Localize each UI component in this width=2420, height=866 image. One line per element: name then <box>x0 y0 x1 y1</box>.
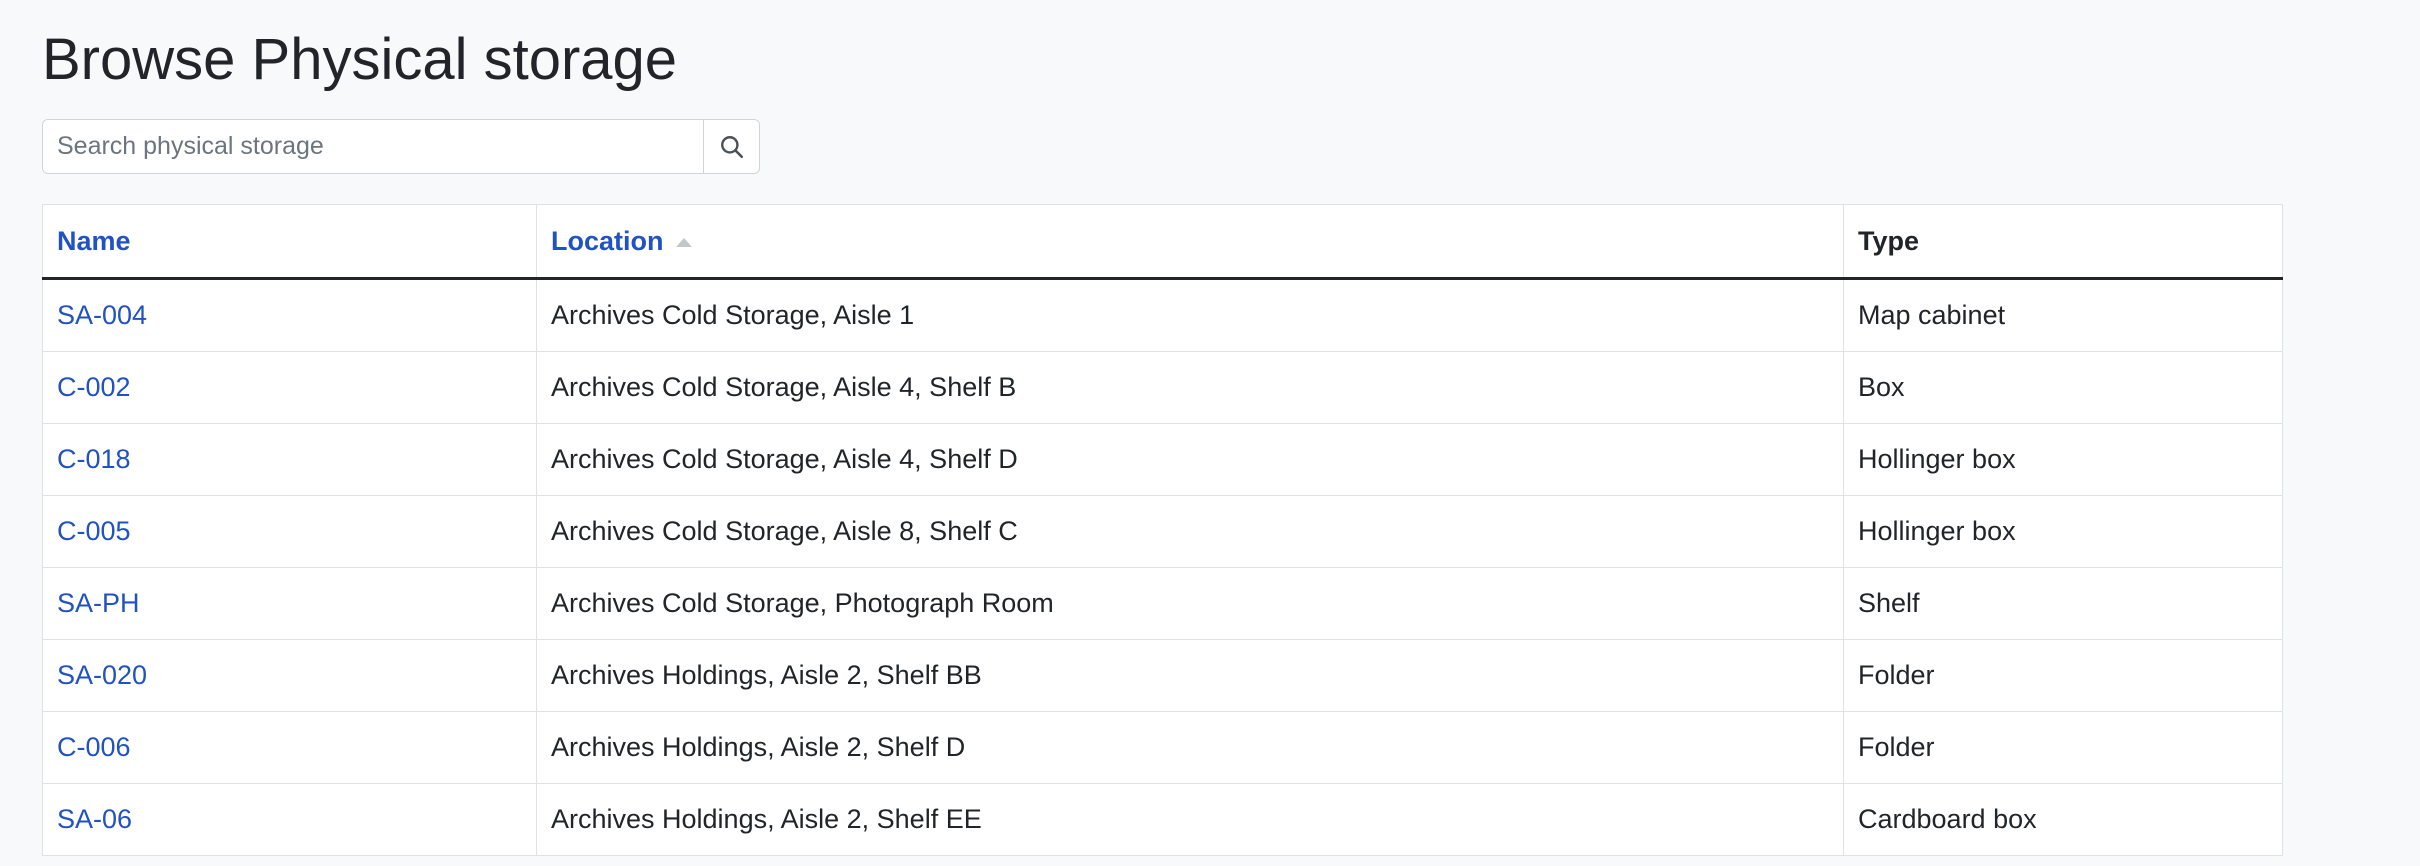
table-row: C-018 Archives Cold Storage, Aisle 4, Sh… <box>42 423 2283 496</box>
name-cell: SA-PH <box>42 567 537 640</box>
location-cell: Archives Holdings, Aisle 2, Shelf EE <box>536 783 1844 856</box>
physical-storage-table: Name Location Type SA-004 Archives Cold … <box>42 204 2283 856</box>
table-row: SA-06 Archives Holdings, Aisle 2, Shelf … <box>42 783 2283 856</box>
name-cell: C-006 <box>42 711 537 784</box>
table-row: SA-020 Archives Holdings, Aisle 2, Shelf… <box>42 639 2283 712</box>
storage-name-link[interactable]: SA-004 <box>57 300 148 330</box>
location-cell: Archives Cold Storage, Aisle 4, Shelf B <box>536 351 1844 424</box>
table-header-row: Name Location Type <box>42 204 2283 280</box>
storage-name-link[interactable]: C-006 <box>57 732 131 762</box>
location-cell: Archives Cold Storage, Aisle 8, Shelf C <box>536 495 1844 568</box>
type-cell: Folder <box>1843 711 2283 784</box>
storage-name-link[interactable]: C-018 <box>57 444 131 474</box>
name-cell: C-005 <box>42 495 537 568</box>
table-row: C-002 Archives Cold Storage, Aisle 4, Sh… <box>42 351 2283 424</box>
name-cell: SA-06 <box>42 783 537 856</box>
name-cell: SA-020 <box>42 639 537 712</box>
type-cell: Box <box>1843 351 2283 424</box>
type-cell: Hollinger box <box>1843 495 2283 568</box>
storage-name-link[interactable]: C-002 <box>57 372 131 402</box>
storage-name-link[interactable]: SA-PH <box>57 588 140 618</box>
location-cell: Archives Cold Storage, Photograph Room <box>536 567 1844 640</box>
storage-name-link[interactable]: SA-06 <box>57 804 133 834</box>
name-cell: SA-004 <box>42 278 537 352</box>
table-row: C-006 Archives Holdings, Aisle 2, Shelf … <box>42 711 2283 784</box>
type-cell: Shelf <box>1843 567 2283 640</box>
type-cell: Map cabinet <box>1843 278 2283 352</box>
table-row: C-005 Archives Cold Storage, Aisle 8, Sh… <box>42 495 2283 568</box>
page-title: Browse Physical storage <box>42 27 678 92</box>
search-icon <box>720 135 743 158</box>
type-cell: Hollinger box <box>1843 423 2283 496</box>
storage-name-link[interactable]: C-005 <box>57 516 131 546</box>
column-header-name: Name <box>42 204 537 280</box>
sort-by-name-link[interactable]: Name <box>57 225 131 256</box>
sort-ascending-icon <box>675 237 692 247</box>
location-cell: Archives Cold Storage, Aisle 1 <box>536 278 1844 352</box>
location-cell: Archives Holdings, Aisle 2, Shelf D <box>536 711 1844 784</box>
type-cell: Cardboard box <box>1843 783 2283 856</box>
location-cell: Archives Cold Storage, Aisle 4, Shelf D <box>536 423 1844 496</box>
location-cell: Archives Holdings, Aisle 2, Shelf BB <box>536 639 1844 712</box>
search-form <box>42 119 760 174</box>
table-row: SA-PH Archives Cold Storage, Photograph … <box>42 567 2283 640</box>
type-cell: Folder <box>1843 639 2283 712</box>
sort-by-location-link[interactable]: Location <box>551 225 664 256</box>
column-header-location: Location <box>536 204 1844 280</box>
storage-name-link[interactable]: SA-020 <box>57 660 148 690</box>
name-cell: C-002 <box>42 351 537 424</box>
name-cell: C-018 <box>42 423 537 496</box>
search-button[interactable] <box>703 120 759 173</box>
column-header-type: Type <box>1843 204 2283 280</box>
search-input[interactable] <box>43 120 703 173</box>
table-row: SA-004 Archives Cold Storage, Aisle 1 Ma… <box>42 278 2283 352</box>
